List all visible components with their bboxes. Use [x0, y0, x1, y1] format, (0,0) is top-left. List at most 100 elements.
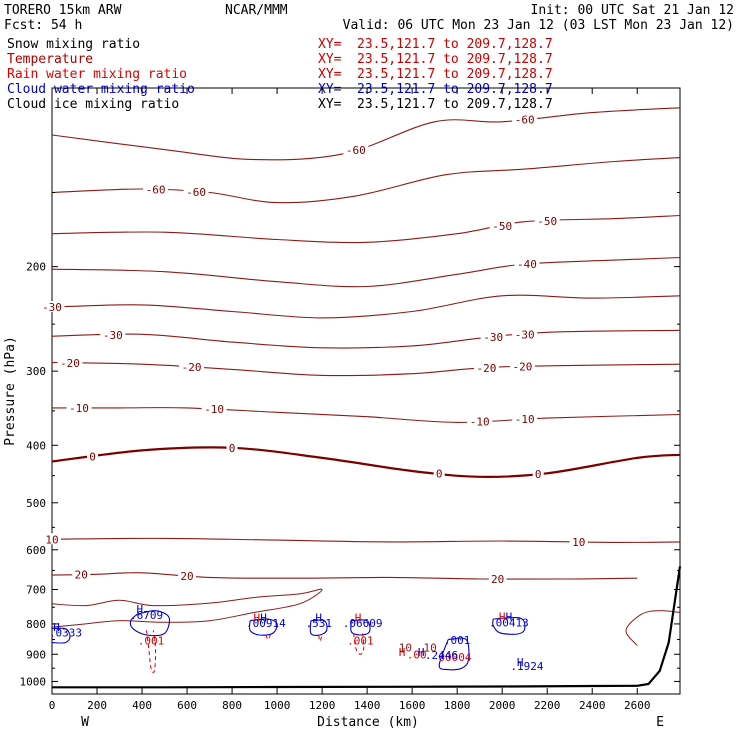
- isotherm-line: [51, 329, 681, 349]
- isotherm-label-bg: [72, 568, 91, 580]
- x-tick-label: 2600: [624, 699, 651, 712]
- isotherm-label: 20: [491, 573, 504, 586]
- east-contour: [625, 610, 681, 646]
- isotherm-label: 10: [45, 533, 58, 546]
- rain-contour: [146, 630, 157, 673]
- cloud-water-value-label: .0333: [49, 626, 82, 639]
- legend-xy-prefix: XY=: [318, 67, 342, 82]
- y-tick-label: 500: [26, 497, 46, 510]
- x-tick-label: 200: [87, 699, 107, 712]
- isotherm-label-bg: [509, 360, 535, 372]
- x-tick-label: 2000: [489, 699, 516, 712]
- isotherm-label: 0: [436, 467, 443, 480]
- x-tick-label: 0: [49, 699, 56, 712]
- axes: 0 200 400 600 800 1000 1200 1400 1600 1800 2000 220…: [20, 88, 680, 712]
- isotherm-label: -20: [182, 361, 202, 374]
- isotherm-label-bg: [433, 467, 445, 479]
- plot-frame: [51, 87, 681, 695]
- high-marker: H: [418, 646, 425, 659]
- x-tick-label: 1000: [264, 699, 291, 712]
- legend-xy-range: 23.5,121.7 to 209.7,128.7: [357, 82, 553, 97]
- x-tick-label: 1200: [309, 699, 336, 712]
- isotherm-label-bg: [514, 257, 540, 269]
- cloud-water-contour: [492, 616, 526, 635]
- isotherm-label: -20: [512, 361, 532, 374]
- cloud-water-contour: [248, 618, 278, 636]
- high-marker: H: [254, 611, 261, 624]
- cloud-water-contour: [129, 610, 171, 637]
- y-tick-label: 600: [26, 544, 46, 557]
- isotherm-label-bg: [179, 361, 205, 373]
- isotherm-line: [51, 446, 681, 478]
- isotherm-label: -10: [515, 413, 535, 426]
- x-tick-label: 1800: [444, 699, 471, 712]
- cloud-water-value-label: .06609: [343, 617, 383, 630]
- rain-contour: [265, 634, 271, 641]
- isotherm-line: [51, 294, 681, 319]
- cloud-water-contour: [51, 627, 71, 644]
- rain-contour: [318, 634, 323, 642]
- left-endpoint-label: W: [81, 715, 89, 730]
- cloud-water-value-label: .2446: [425, 649, 458, 662]
- isotherm-label-bg: [43, 533, 61, 545]
- x-axis-label: Distance (km): [317, 715, 419, 730]
- isotherm-label-bg: [467, 415, 493, 427]
- isotherm-label: 20: [180, 570, 193, 583]
- isotherm-line: [52, 407, 681, 423]
- isotherm-label: -60: [346, 144, 366, 157]
- isotherm-label-bg: [57, 356, 83, 368]
- high-marker: H: [315, 611, 322, 624]
- isotherm-label: -30: [42, 301, 62, 314]
- cloud-water-value-label: .1924: [510, 660, 543, 673]
- isotherm-label: -60: [146, 184, 166, 197]
- rain-value-label: .001: [347, 634, 374, 647]
- isotherm-line: [51, 214, 681, 244]
- isotherm-label-bg: [512, 328, 538, 340]
- isotherm-label: 0: [89, 451, 96, 464]
- legend-label: Rain water mixing ratio: [7, 67, 187, 82]
- high-marker: H: [399, 646, 406, 659]
- right-endpoint-label: E: [656, 715, 664, 730]
- isotherm-label: -20: [476, 362, 496, 375]
- center-title: NCAR/MMM: [225, 3, 288, 18]
- cloud-water-contour: [309, 619, 328, 636]
- isotherm-label-bg: [143, 183, 169, 195]
- init-time: Init: 00 UTC Sat 21 Jan 12: [531, 3, 735, 18]
- isotherm-label-bg: [66, 401, 92, 413]
- isotherm-label: -30: [515, 328, 535, 341]
- isotherm-label-bg: [39, 301, 65, 313]
- isotherm-label: -60: [186, 186, 206, 199]
- isotherm-label: 10: [572, 536, 585, 549]
- x-tick-label: 400: [132, 699, 152, 712]
- cloud-water-value-label: .001: [444, 634, 471, 647]
- y-tick-label: 900: [26, 648, 46, 661]
- model-title: TORERO 15km ARW: [4, 3, 122, 18]
- rain-contour: [353, 633, 365, 655]
- field-legend: Snow mixing ratio XY= 23.5,121.7 to 209.7,…: [7, 37, 553, 112]
- snow-value-label: 10: [399, 642, 412, 655]
- isotherm-label-bg: [183, 185, 209, 197]
- isotherm-label-bg: [488, 572, 507, 584]
- y-tick-label: 800: [26, 618, 46, 631]
- isotherm-label-bg: [201, 403, 227, 415]
- isotherm-label-bg: [489, 219, 515, 231]
- x-tick-label: 1400: [354, 699, 381, 712]
- cloud-water-value-label: .531: [305, 617, 332, 630]
- y-tick-label: 200: [26, 261, 46, 274]
- rain-value-label: .00: [407, 648, 427, 661]
- y-tick-label: 1000: [20, 675, 47, 688]
- x-tick-label: 800: [222, 699, 242, 712]
- y-tick-label: 400: [26, 439, 46, 452]
- high-marker: H: [517, 656, 524, 669]
- lower-level-contour: [51, 588, 323, 628]
- isotherm-label-bg: [473, 362, 499, 374]
- isotherm-label: 0: [535, 468, 542, 481]
- isotherm-label: -50: [537, 215, 557, 228]
- forecast-hour: Fcst: 54 h: [4, 18, 82, 33]
- isotherm-label-bg: [87, 450, 99, 462]
- x-tick-label: 600: [177, 699, 197, 712]
- legend-xy-range: 23.5,121.7 to 209.7,128.7: [357, 52, 553, 67]
- legend-xy-range: 23.5,121.7 to 209.7,128.7: [357, 67, 553, 82]
- isotherm-label: 0: [229, 442, 236, 455]
- isotherm-line: [51, 572, 638, 580]
